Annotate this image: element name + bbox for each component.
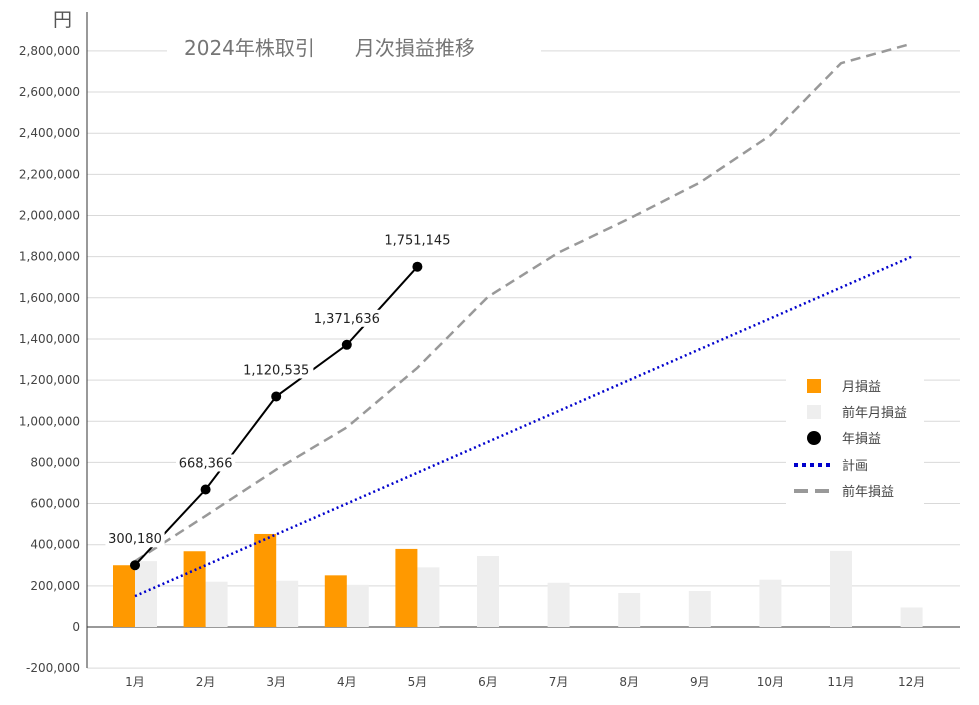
x-tick-label: 12月: [898, 675, 925, 689]
y-tick-label: 2,400,000: [19, 126, 80, 140]
lines: [130, 42, 913, 598]
y-tick-label: 400,000: [30, 538, 80, 552]
y-tick-label: 1,000,000: [19, 414, 80, 428]
data-label-background: [105, 530, 165, 548]
y-tick-label: -200,000: [26, 661, 80, 675]
legend-label-prev-year-monthly-pnl: 前年月損益: [842, 405, 907, 421]
bar-prev-year-monthly-pnl: [688, 590, 711, 627]
y-tick-label: 2,000,000: [19, 209, 80, 223]
bar-prev-year-monthly-pnl: [830, 550, 852, 627]
y-tick-label: 600,000: [30, 497, 80, 511]
bar-monthly-pnl: [113, 565, 135, 627]
data-label-annual-pnl: 300,180: [108, 532, 162, 547]
y-axis-ticks: -200,000 0 200,000 400,000 600,000 800,000 1,0…: [19, 44, 80, 675]
x-tick-label: 6月: [478, 675, 498, 689]
bar-monthly-pnl: [395, 548, 418, 627]
point-annual-pnl: [130, 560, 140, 571]
point-annual-pnl: [341, 339, 352, 350]
y-tick-label: 800,000: [30, 455, 80, 469]
bar-monthly-pnl: [324, 575, 347, 627]
legend-swatch-annual-pnl: [807, 431, 821, 445]
bar-prev-year-monthly-pnl: [900, 607, 923, 627]
legend-label-prev-year-pnl: 前年損益: [842, 484, 894, 500]
data-label-annual-pnl: 1,751,145: [384, 234, 450, 249]
y-tick-label: 2,200,000: [19, 167, 80, 181]
legend-label-monthly-pnl: 月損益: [842, 380, 881, 395]
bar-monthly-pnl: [254, 533, 277, 627]
x-tick-label: 5月: [408, 675, 428, 689]
y-tick-label: 2,600,000: [19, 85, 80, 99]
bar-prev-year-monthly-pnl: [547, 582, 570, 627]
bar-prev-year-monthly-pnl: [759, 579, 782, 627]
legend: 月損益 前年月損益 年損益 計画 前年損益: [786, 372, 924, 504]
legend-label-annual-pnl: 年損益: [842, 432, 881, 447]
x-axis-ticks: 1月 2月 3月 4月 5月 6月 7月 8月 9月 10月 11月 12月: [125, 675, 925, 689]
point-annual-pnl: [271, 391, 282, 402]
point-annual-pnl: [412, 261, 423, 272]
chart-title: 2024年株取引 月次損益推移: [184, 36, 475, 60]
line-plan: [134, 255, 913, 598]
bar-prev-year-monthly-pnl: [618, 593, 641, 627]
bar-prev-year-monthly-pnl: [346, 584, 369, 627]
data-label-annual-pnl: 1,371,636: [314, 312, 380, 327]
y-tick-label: 1,800,000: [19, 250, 80, 264]
x-tick-label: 4月: [337, 675, 357, 689]
x-tick-label: 9月: [690, 675, 710, 689]
x-tick-label: 7月: [549, 675, 569, 689]
y-tick-label: 0: [72, 620, 80, 634]
bars: [113, 533, 923, 627]
legend-label-plan: 計画: [842, 458, 868, 474]
data-label-background: [239, 361, 314, 379]
bar-monthly-pnl: [183, 551, 206, 627]
data-label-background: [176, 454, 236, 472]
x-tick-label: 1月: [125, 675, 145, 689]
y-tick-label: 1,400,000: [19, 332, 80, 346]
y-tick-label: 2,800,000: [19, 44, 80, 58]
y-axis-unit-label: 円: [53, 9, 72, 31]
bar-prev-year-monthly-pnl: [205, 581, 228, 627]
line-prev-year-pnl: [134, 42, 912, 563]
data-label-background: [309, 309, 384, 327]
legend-swatch-prev-year-monthly-pnl: [807, 405, 821, 419]
y-tick-label: 200,000: [30, 579, 80, 593]
data-label-annual-pnl: 668,366: [179, 456, 233, 471]
point-annual-pnl: [200, 484, 211, 495]
x-tick-label: 10月: [757, 675, 784, 689]
bar-prev-year-monthly-pnl: [135, 561, 157, 627]
bar-prev-year-monthly-pnl: [417, 567, 440, 627]
x-tick-label: 11月: [827, 675, 854, 689]
bar-prev-year-monthly-pnl: [276, 580, 299, 627]
gridlines: [87, 50, 960, 669]
data-labels: 300,180 668,366 1,120,535 1,371,636 1,751,14…: [105, 231, 455, 548]
title-background: [167, 28, 541, 64]
data-label-annual-pnl: 1,120,535: [243, 363, 309, 378]
legend-swatch-monthly-pnl: [807, 379, 821, 393]
x-tick-label: 3月: [266, 675, 286, 689]
bar-prev-year-monthly-pnl: [477, 556, 499, 627]
x-tick-label: 2月: [196, 675, 216, 689]
x-tick-label: 8月: [619, 675, 639, 689]
y-tick-label: 1,200,000: [19, 373, 80, 387]
data-label-background: [380, 231, 455, 249]
y-tick-label: 1,600,000: [19, 291, 80, 305]
